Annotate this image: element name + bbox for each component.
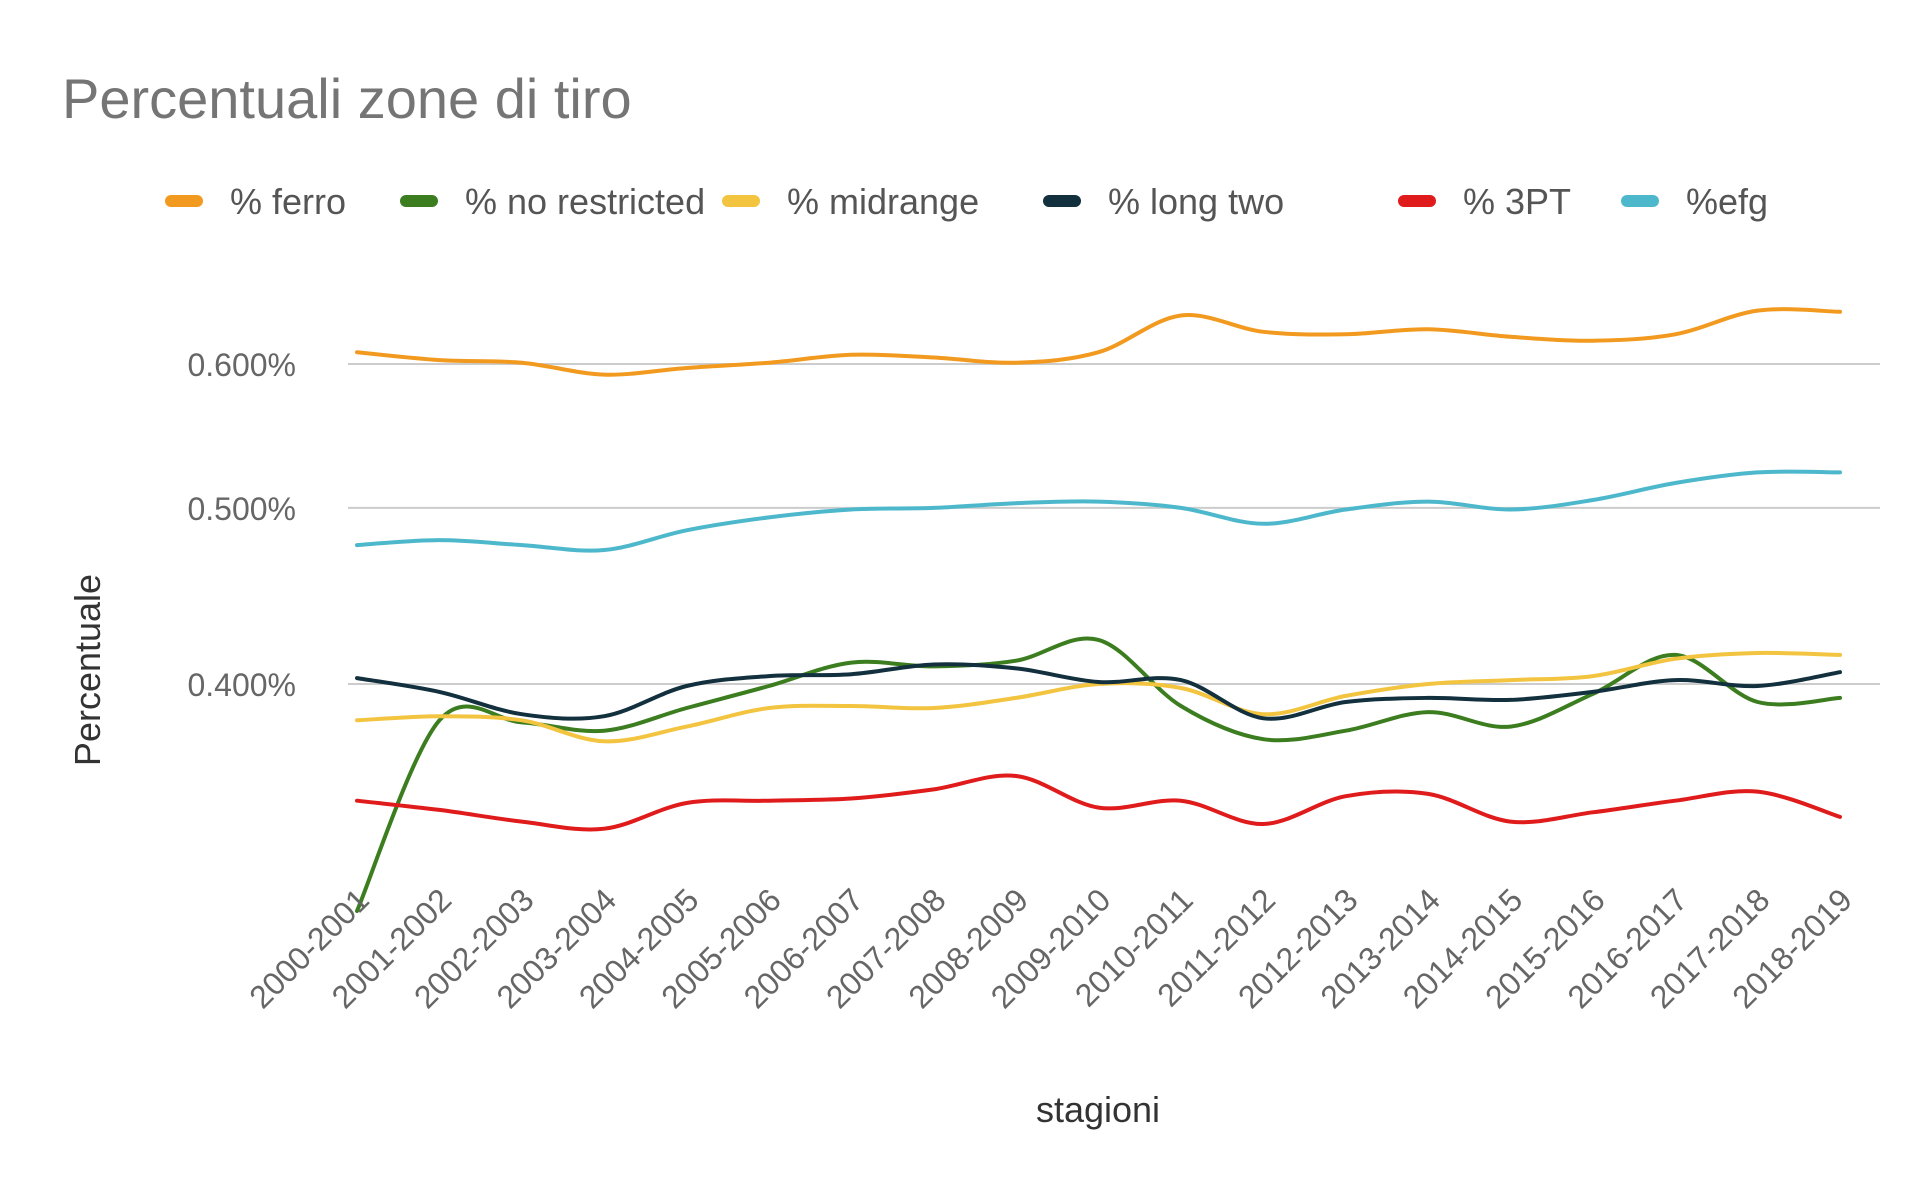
legend-swatch — [1043, 195, 1081, 207]
series-line-efg — [355, 469, 1842, 553]
y-tick-label: 0.400% — [187, 667, 296, 703]
legend: % ferro % no restricted % midrange % long t… — [165, 181, 1768, 222]
legend-label: % ferro — [230, 181, 346, 222]
legend-label: % no restricted — [465, 181, 705, 222]
y-tick-label: 0.600% — [187, 347, 296, 383]
legend-label: % 3PT — [1463, 181, 1571, 222]
legend-item-midrange: % midrange — [722, 181, 979, 222]
x-axis-ticks: 2000-20012001-20022002-20032003-20042004… — [242, 881, 1859, 1015]
y-axis-ticks: 0.400% 0.500% 0.600% — [187, 347, 296, 703]
legend-item-ferro: % ferro — [165, 181, 346, 222]
series-lines — [355, 307, 1842, 913]
series-line-3pt — [355, 773, 1842, 832]
legend-swatch — [165, 195, 203, 207]
gridlines — [348, 363, 1880, 685]
y-axis-title: Percentuale — [67, 574, 108, 766]
legend-swatch — [1398, 195, 1436, 207]
series-line-ferro — [355, 307, 1842, 377]
series-line-no-restricted — [355, 636, 1842, 913]
legend-item-efg: %efg — [1621, 181, 1768, 222]
legend-swatch — [400, 195, 438, 207]
legend-item-no-restricted: % no restricted — [400, 181, 705, 222]
x-axis-title: stagioni — [1036, 1089, 1160, 1130]
chart-title: Percentuali zone di tiro — [62, 67, 632, 130]
legend-swatch — [722, 195, 760, 207]
legend-swatch — [1621, 195, 1659, 207]
legend-item-3pt: % 3PT — [1398, 181, 1571, 222]
series-line-long-two — [355, 662, 1842, 721]
legend-label: % long two — [1108, 181, 1284, 222]
legend-item-long-two: % long two — [1043, 181, 1284, 222]
legend-label: %efg — [1686, 181, 1768, 222]
legend-label: % midrange — [787, 181, 979, 222]
y-tick-label: 0.500% — [187, 491, 296, 527]
series-line-midrange — [355, 650, 1842, 744]
